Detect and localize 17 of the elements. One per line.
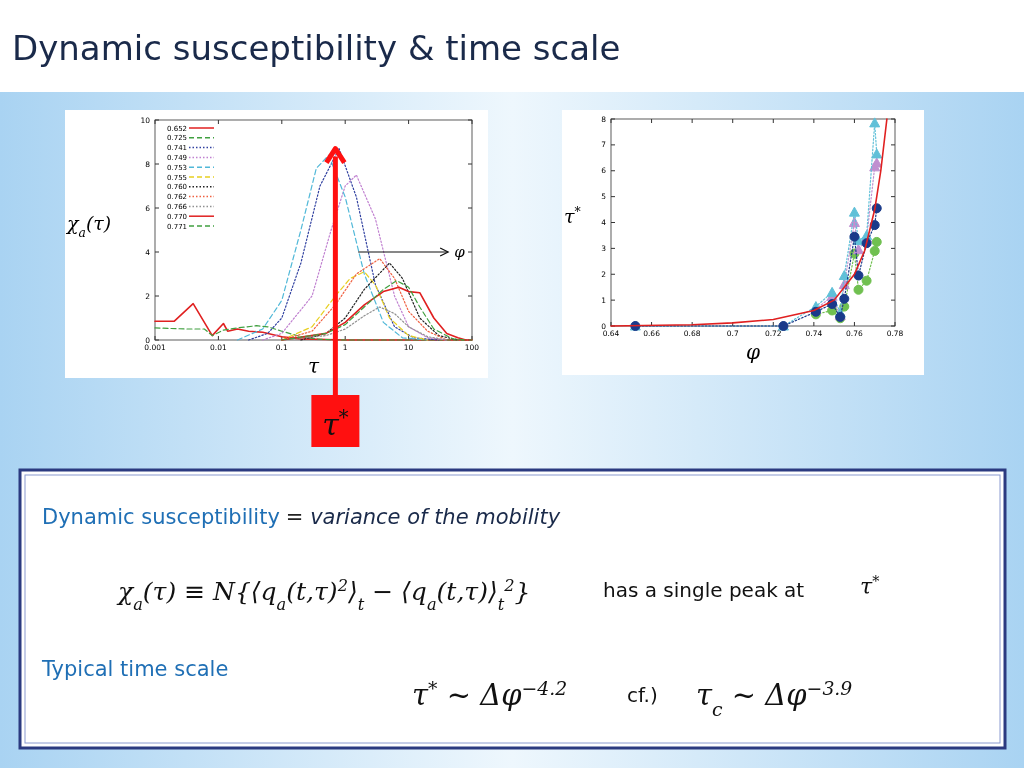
text: cf.): [627, 683, 658, 707]
annotation: τ$^{*}$: [322, 405, 349, 442]
text: Dynamic susceptibility & time scale: [12, 28, 621, 68]
text: τ$^{*}$: [860, 573, 880, 599]
text: τ$^{*}$ ~ Δφ$^{−4.2}$: [412, 677, 568, 712]
text: τ$_{c}$ ~ Δφ$^{−3.9}$: [696, 677, 853, 720]
x-axis-title: τ: [307, 354, 320, 378]
annotation: φ: [454, 243, 466, 261]
text: variance of the mobility: [310, 505, 561, 529]
text: =: [285, 505, 311, 529]
x-axis-title: φ: [745, 340, 761, 364]
y-axis-title: χ$_{a}$(τ): [65, 212, 112, 240]
text: Dynamic susceptibility: [42, 505, 280, 529]
text: χ$_{a}$(τ) ≡ N{⟨q$_{a}$(t,τ)$^{2}$⟩$_{t}$ − ⟨q$_{a}$(t,τ)⟩$_{t}$$^{2}$}: [118, 575, 531, 614]
text: has a single peak at: [603, 578, 805, 602]
y-axis-title: τ$^{*}$: [564, 204, 581, 227]
text: Typical time scale: [41, 657, 229, 681]
